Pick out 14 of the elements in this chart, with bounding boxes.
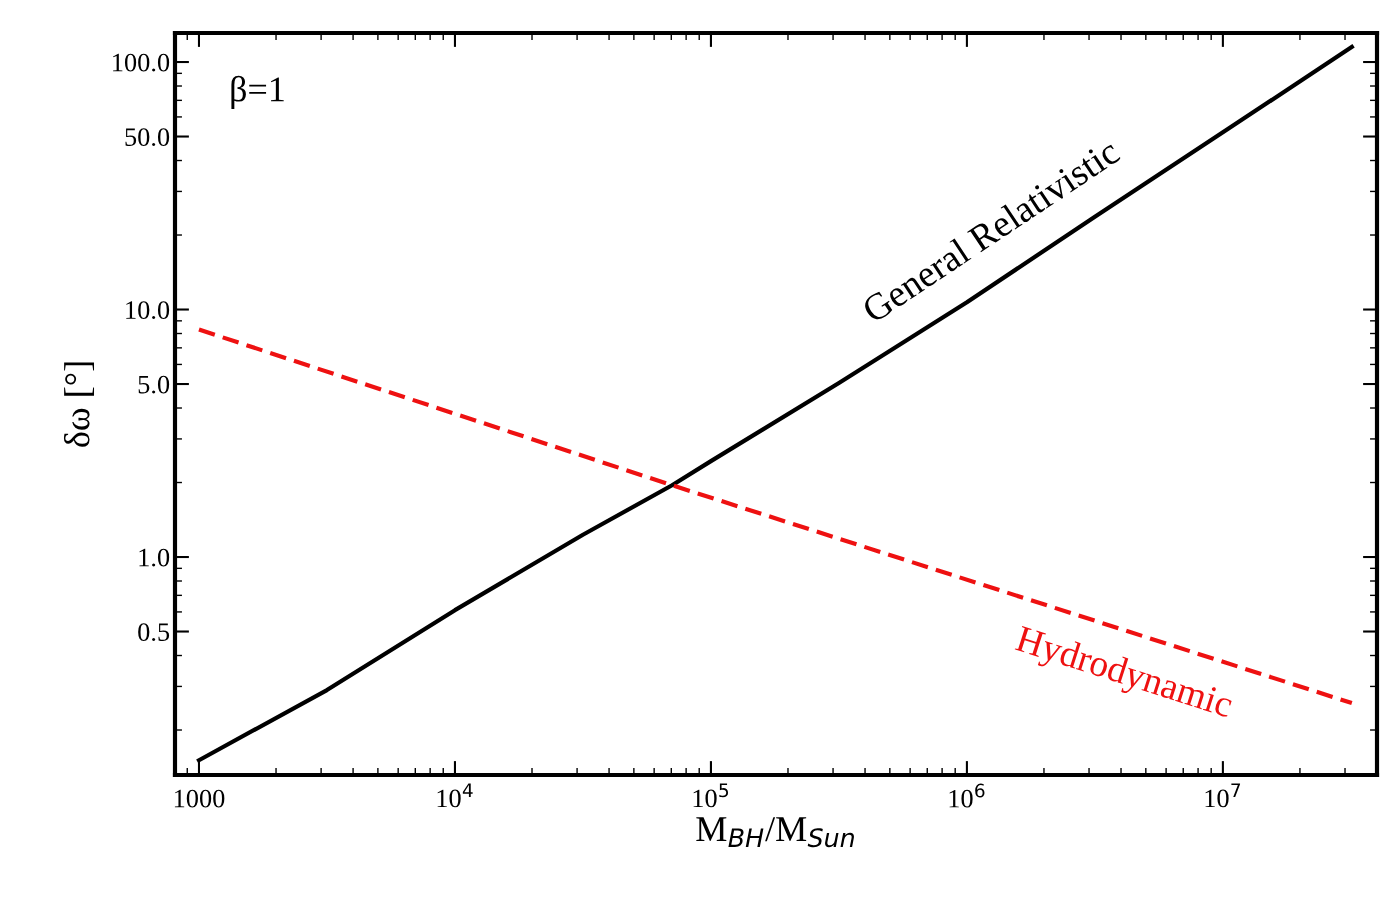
annotation: β=1: [231, 75, 284, 109]
y-tick-label: 5.0: [138, 375, 170, 394]
x-tick-label: 10$^{5}$: [693, 783, 729, 808]
x-tick-label: 10$^{4}$: [437, 783, 473, 808]
y-tick-label: 100.0: [113, 53, 170, 72]
y-tick-label: 50.0: [125, 128, 170, 147]
x-tick-label: 1000: [174, 789, 225, 808]
y-axis-title: δω [°]: [63, 362, 95, 447]
x-tick-label: 10$^{6}$: [949, 783, 985, 808]
y-tick-label: 1.0: [139, 548, 170, 567]
x-axis-title: M$_{BH}$/M$_{Sun}$: [696, 817, 854, 848]
y-tick-label: 0.5: [138, 623, 170, 642]
x-tick-label: 10$^{7}$: [1205, 783, 1241, 808]
y-tick-label: 10.0: [126, 301, 170, 320]
